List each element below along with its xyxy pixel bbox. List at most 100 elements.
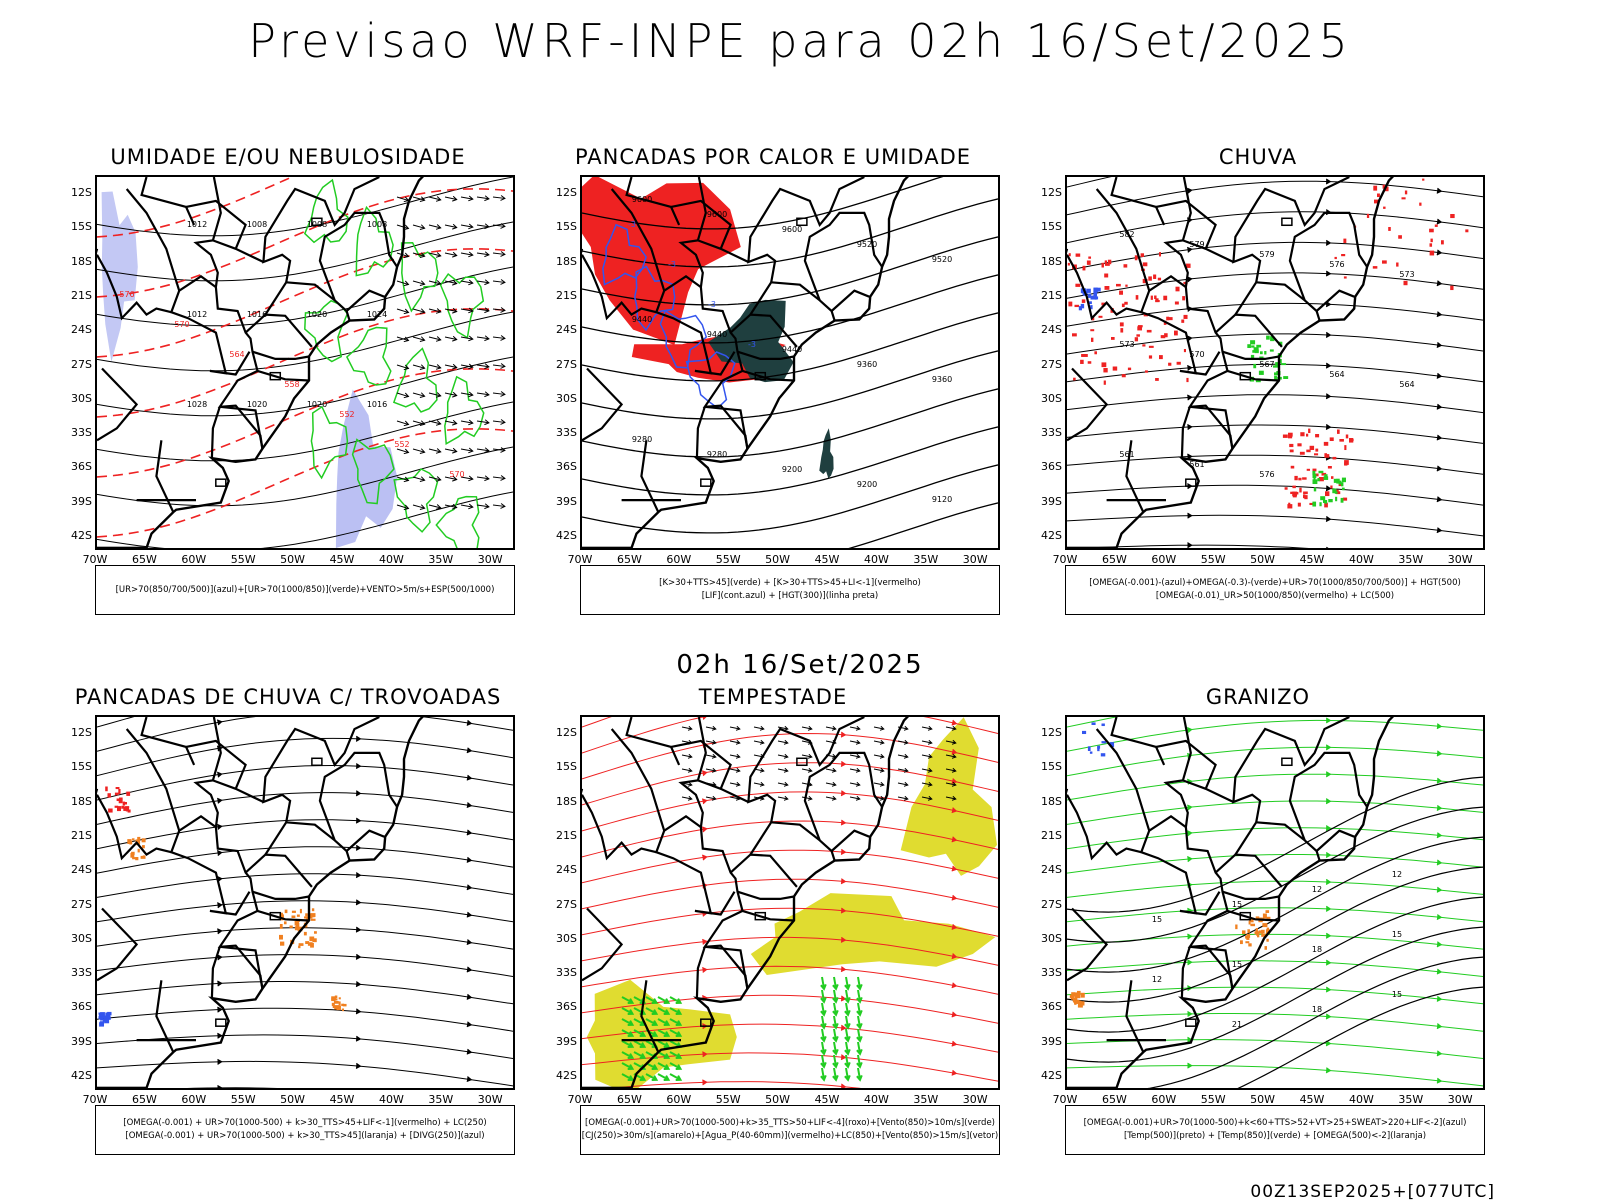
contour-label: -3 <box>708 300 716 309</box>
wind-vector <box>682 726 692 730</box>
wind-vector <box>922 726 932 730</box>
rain-red-area <box>1136 334 1140 336</box>
streamline-arrow <box>1437 404 1442 409</box>
contour-label: 570 <box>449 470 464 479</box>
rain-green-area <box>1332 489 1336 494</box>
streamline-arrow <box>1326 906 1330 911</box>
rain-green-area <box>1339 481 1342 485</box>
wind-vector <box>845 1016 850 1028</box>
omega-orange-area <box>1247 929 1250 932</box>
wind-vector <box>445 224 457 229</box>
rain-red-area <box>1367 214 1369 218</box>
lat-tick-label: 15S <box>1022 760 1062 773</box>
streamline <box>97 1008 513 1031</box>
lat-tick-label: 33S <box>537 426 577 439</box>
lat-tick-label: 33S <box>1022 966 1062 979</box>
wind-vector <box>658 1074 669 1080</box>
convection-green-area <box>819 428 833 478</box>
contour-label: 564 <box>1329 370 1344 379</box>
streamline-arrow <box>1326 960 1330 965</box>
streamline-arrow <box>356 873 360 878</box>
state-border <box>258 371 310 381</box>
lat-tick-label: 12S <box>537 726 577 739</box>
streamline-arrow <box>952 895 957 900</box>
wind-vector <box>850 740 860 744</box>
rain-red-area <box>1290 450 1294 453</box>
rain-red-area <box>1441 240 1444 244</box>
contour-label: 9600 <box>782 225 802 234</box>
forecast-fields <box>582 717 998 1088</box>
temp850-contour <box>1067 801 1483 824</box>
temp850-contour <box>1067 961 1483 977</box>
rain-red-area <box>1122 374 1126 377</box>
rain-green-area <box>1313 474 1317 478</box>
streamline-arrow <box>1326 363 1330 368</box>
rain-red-area <box>1333 457 1337 460</box>
contour-label: 15 <box>1232 900 1242 909</box>
contour-line <box>97 249 513 357</box>
wind-vector <box>845 1003 850 1015</box>
omega-orange-area <box>1255 931 1259 934</box>
storm-red-area <box>119 798 123 803</box>
streamline-arrow <box>841 791 846 796</box>
streamline <box>97 766 513 801</box>
rain-green-area <box>1341 498 1344 503</box>
rain-red-area <box>1419 203 1421 206</box>
rain-red-area <box>1083 266 1086 271</box>
wind-vector <box>874 740 884 744</box>
rain-red-area <box>1382 260 1387 263</box>
divergence-blue-area <box>100 1012 105 1017</box>
streamline-arrow <box>1437 915 1442 920</box>
lat-tick-label: 39S <box>1022 495 1062 508</box>
rain-red-area <box>1068 302 1072 307</box>
storm-orange-area <box>333 1006 335 1009</box>
storm-orange-area <box>141 856 146 859</box>
streamline-arrow <box>1187 934 1191 939</box>
rain-green-area <box>1251 355 1254 358</box>
storm-red-area <box>108 809 113 813</box>
rain-red-area <box>1111 337 1115 340</box>
streamline-arrow <box>1188 1011 1192 1016</box>
rain-green-area <box>1319 502 1321 506</box>
streamline-arrow <box>1326 394 1330 399</box>
storm-orange-area <box>137 837 140 840</box>
storm-orange-area <box>138 849 140 853</box>
rain-green-area <box>1312 502 1316 507</box>
temp850-contour <box>1067 828 1483 849</box>
rain-red-area <box>1083 354 1088 357</box>
rain-red-area <box>1343 498 1347 501</box>
lat-tick-label: 21S <box>52 829 92 842</box>
lat-tick-label: 30S <box>537 932 577 945</box>
lake <box>1282 758 1292 765</box>
rain-red-area <box>1294 476 1297 480</box>
wind-vector <box>833 1016 838 1028</box>
rain-red-area <box>1344 460 1349 465</box>
streamline-arrow <box>841 967 846 972</box>
rain-red-area <box>1141 253 1144 257</box>
streamline-arrow <box>356 900 361 905</box>
rain-red-area <box>1075 305 1080 307</box>
rain-red-area <box>1330 437 1334 441</box>
contour-label: 573 <box>1399 270 1414 279</box>
temp850-contour <box>1067 720 1483 751</box>
lat-tick-label: 30S <box>1022 932 1062 945</box>
contour-label: 9360 <box>932 375 952 384</box>
streamline-850 <box>582 879 998 909</box>
wind-vector <box>826 768 836 772</box>
divergence-blue-area <box>105 1016 108 1019</box>
contour-line <box>1067 837 1483 972</box>
valid-time-subtitle: 02h 16/Set/2025 <box>0 650 1600 680</box>
streamline-arrow <box>1187 960 1191 965</box>
wind-vector <box>397 421 409 426</box>
lat-tick-label: 24S <box>52 323 92 336</box>
wind-vector <box>429 421 441 426</box>
rain-red-area <box>1465 229 1468 232</box>
streamline-arrow <box>1437 805 1442 810</box>
streamline-arrow <box>952 1041 957 1046</box>
state-border <box>731 855 797 887</box>
rain-red-area <box>1307 469 1310 471</box>
rain-red-area <box>1116 284 1121 287</box>
streamline-arrow <box>356 818 360 823</box>
storm-orange-area <box>132 838 135 840</box>
rain-red-area <box>1091 338 1093 342</box>
